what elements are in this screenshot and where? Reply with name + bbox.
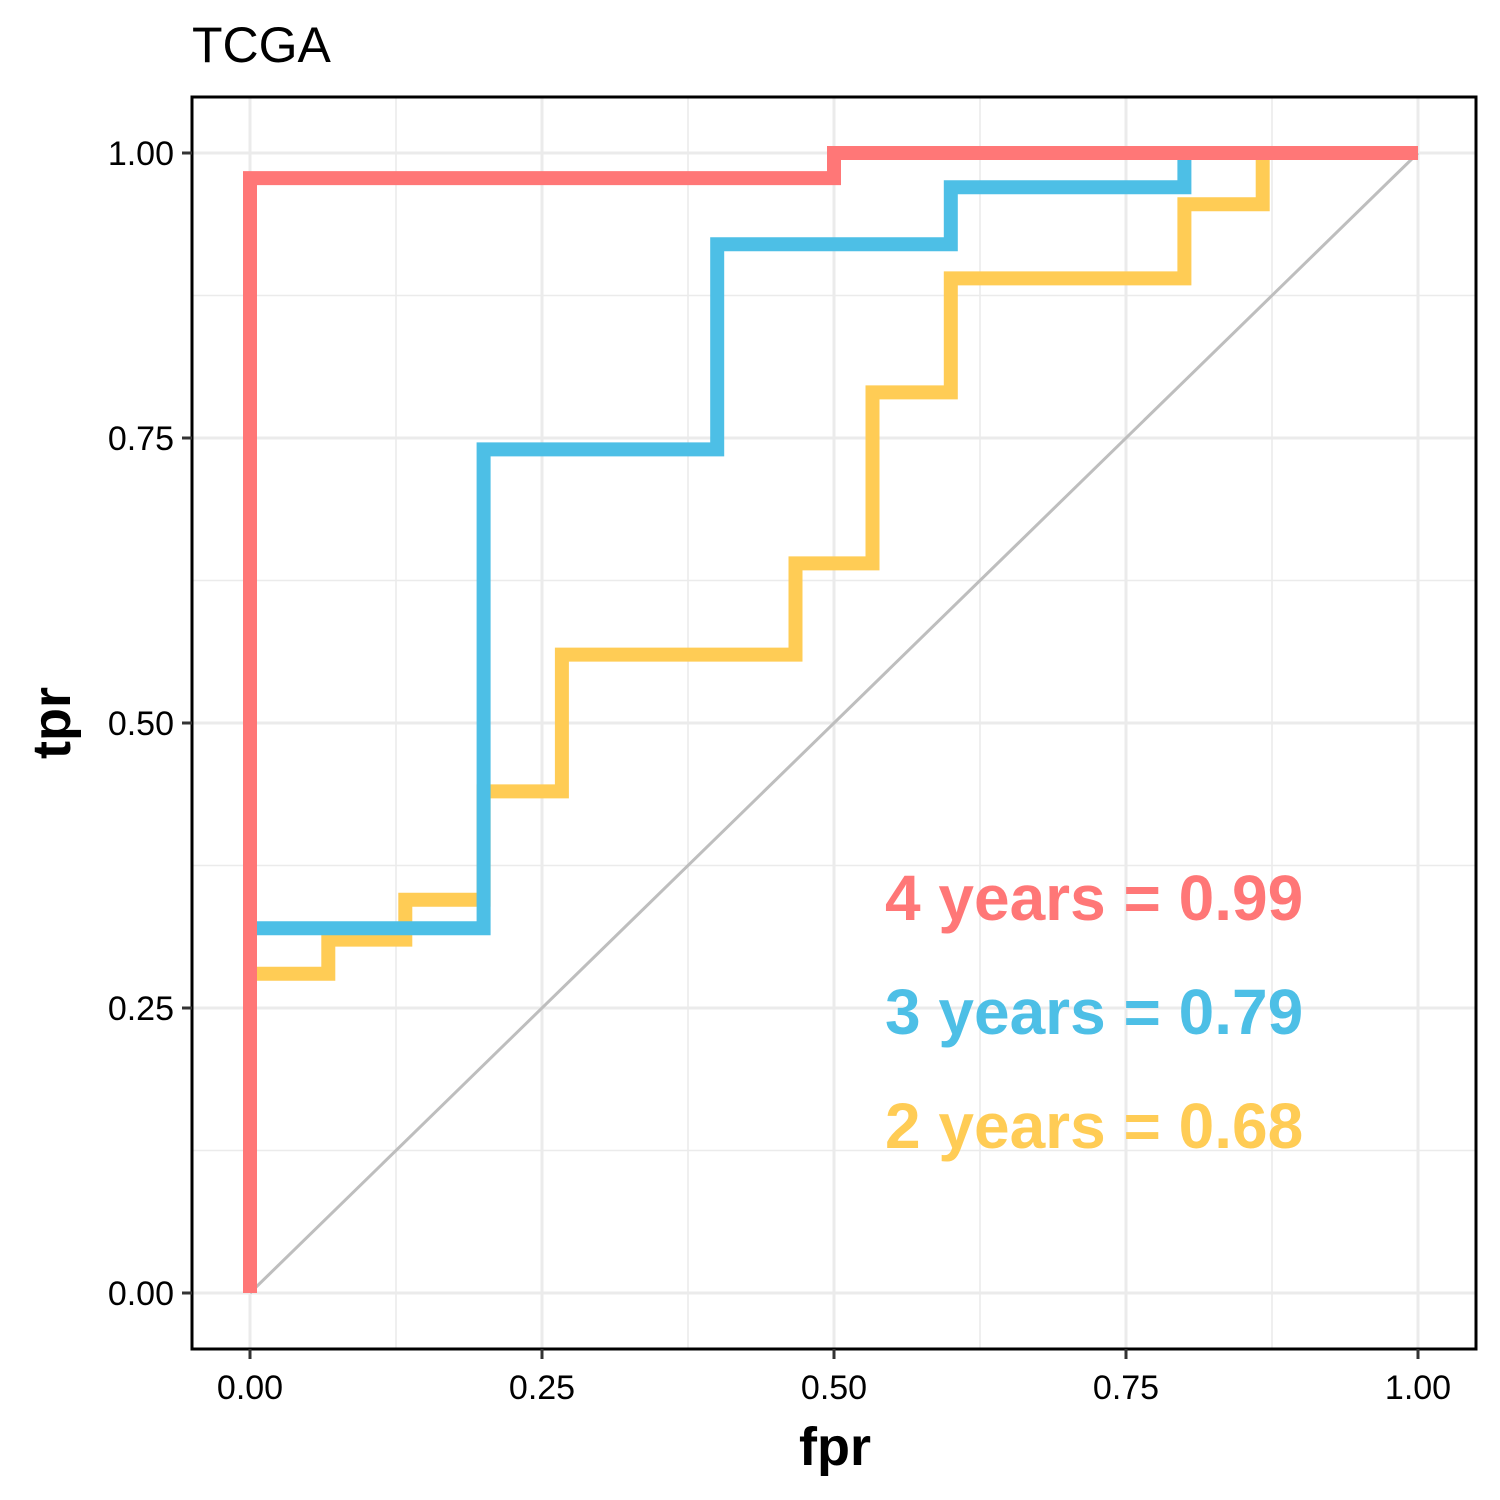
chart-title: TCGA <box>192 17 332 73</box>
y-tick-label-1: 0.25 <box>108 990 174 1028</box>
reference-diagonal-group <box>248 151 1420 1295</box>
series-line-3-years <box>243 146 1418 1293</box>
y-axis-ticks: 0.00 0.25 0.50 0.75 1.00 <box>108 135 192 1313</box>
x-tick-label-3: 0.75 <box>1093 1369 1159 1407</box>
x-tick-label-0: 0.00 <box>217 1369 283 1407</box>
x-tick-label-4: 1.00 <box>1385 1369 1451 1407</box>
reference-diagonal-line <box>248 151 1420 1295</box>
series-group <box>243 146 1418 1293</box>
series-line-4-years <box>243 146 1418 1293</box>
auc-annotation-1: 3 years = 0.79 <box>885 976 1303 1048</box>
y-tick-label-4: 1.00 <box>108 135 174 173</box>
y-tick-label-3: 0.75 <box>108 420 174 458</box>
x-tick-label-2: 0.50 <box>801 1369 867 1407</box>
auc-annotation-0: 4 years = 0.99 <box>885 862 1303 934</box>
series-line-2-years <box>243 146 1418 1293</box>
x-axis-title: fpr <box>799 1417 871 1477</box>
x-axis-ticks: 0.00 0.25 0.50 0.75 1.00 <box>217 1349 1451 1407</box>
auc-annotation-2: 2 years = 0.68 <box>885 1090 1303 1162</box>
y-axis-title: tpr <box>22 687 82 759</box>
y-tick-label-2: 0.50 <box>108 705 174 743</box>
auc-annotations: 4 years = 0.99 3 years = 0.79 2 years = 0.… <box>885 862 1303 1162</box>
x-tick-label-1: 0.25 <box>509 1369 575 1407</box>
y-tick-label-0: 0.00 <box>108 1275 174 1313</box>
